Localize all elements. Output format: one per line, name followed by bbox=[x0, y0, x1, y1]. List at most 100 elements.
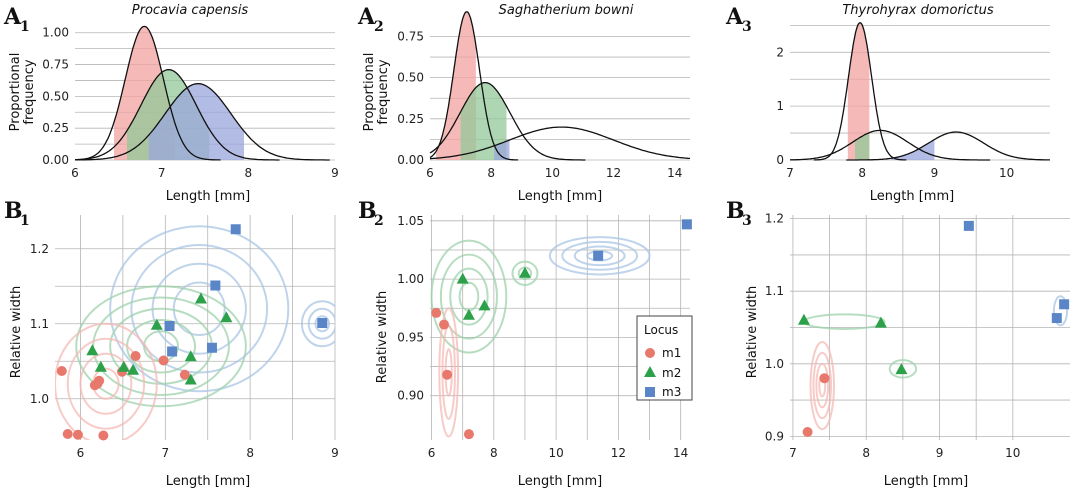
b2-ytick-label: 1.00 bbox=[397, 272, 424, 286]
panel-label-a3: A 3 bbox=[725, 4, 752, 35]
a2-xtick-label: 8 bbox=[487, 166, 495, 180]
b2-contour-m2 bbox=[430, 239, 508, 354]
b2-point-m1 bbox=[439, 319, 450, 330]
b1-point-m2 bbox=[94, 360, 107, 372]
a1-curve-m1 bbox=[75, 25, 221, 161]
b3-xtick-label: 9 bbox=[936, 446, 944, 460]
b3-point-m3 bbox=[1059, 299, 1070, 310]
b1-point-m3 bbox=[167, 346, 178, 357]
legend-label-m2: m2 bbox=[662, 366, 681, 380]
b2-point-m3 bbox=[593, 250, 604, 261]
b1-contour-m3 bbox=[172, 281, 226, 336]
b2-contour-m1 bbox=[438, 307, 460, 438]
b1-xtick-label: 8 bbox=[246, 446, 254, 460]
b1-xtick-label: 6 bbox=[77, 446, 85, 460]
a3-curve-m3 bbox=[846, 131, 1050, 161]
panel-b1-xlabel: Length [mm] bbox=[166, 474, 250, 489]
b2-contour-m3 bbox=[548, 236, 651, 276]
b3-contour-m2 bbox=[802, 313, 886, 330]
a3-xtick-label: 9 bbox=[931, 166, 939, 180]
a3-ytick-label: 2 bbox=[776, 45, 784, 59]
svg-text:A: A bbox=[3, 4, 22, 30]
panel-a1-xlabel: Length [mm] bbox=[166, 189, 250, 204]
b3-ytick-label: 1.2 bbox=[765, 212, 784, 226]
panel-a2-plot: 6 8 10 12 14 0.00 0.25 0.50 0.75 bbox=[397, 11, 691, 180]
b3-point-m2 bbox=[895, 363, 908, 375]
a1-xtick-label: 7 bbox=[158, 166, 166, 180]
b3-point-m2 bbox=[874, 316, 887, 328]
svg-text:B: B bbox=[726, 198, 745, 224]
b2-xtick-label: 6 bbox=[428, 446, 436, 460]
legend-title: Locus bbox=[644, 323, 678, 337]
svg-text:A: A bbox=[725, 4, 744, 30]
a1-ytick-label: 0.50 bbox=[42, 89, 69, 103]
b2-point-m3 bbox=[681, 219, 692, 230]
a2-curve-m1 bbox=[429, 11, 519, 161]
b3-contour-m3 bbox=[1052, 295, 1069, 327]
a3-xtick-label: 8 bbox=[858, 166, 866, 180]
b2-ytick-label: 0.90 bbox=[397, 389, 424, 403]
b2-contour-m2 bbox=[511, 260, 539, 286]
b2-point-m2 bbox=[462, 308, 475, 320]
legend-box bbox=[636, 315, 693, 401]
b2-contour-m3 bbox=[561, 240, 639, 271]
panel-label-a2: A 2 bbox=[357, 4, 384, 35]
b3-point-m1 bbox=[802, 427, 813, 438]
b1-point-m1 bbox=[62, 429, 73, 439]
a1-xtick-label: 9 bbox=[331, 166, 339, 180]
panel-b3-xlabel: Length [mm] bbox=[884, 474, 968, 489]
a1-xtick-label: 8 bbox=[245, 166, 253, 180]
a2-curve-m2 bbox=[429, 81, 586, 161]
a2-ytick-label: 0.50 bbox=[397, 71, 424, 85]
b3-point-m3 bbox=[1051, 313, 1062, 324]
b1-contour-m3 bbox=[130, 244, 269, 374]
b1-point-m1 bbox=[98, 430, 109, 441]
b1-contour-m3 bbox=[109, 225, 290, 393]
panel-b2-plot: 6 8 10 12 14 0.90 0.95 1.00 1.05 bbox=[397, 214, 692, 460]
svg-text:1: 1 bbox=[20, 213, 30, 229]
b1-contour-m1 bbox=[66, 337, 146, 430]
legend-marker-m2 bbox=[644, 366, 656, 377]
b1-point-m3 bbox=[230, 224, 241, 235]
b1-point-m3 bbox=[317, 318, 328, 328]
b2-point-m2 bbox=[478, 299, 491, 311]
panel-label-b2: B 2 bbox=[358, 198, 384, 229]
panel-a1-plot: 6 7 8 9 0.00 0.25 0.50 0.75 1.00 bbox=[42, 26, 339, 180]
a1-ytick-label: 0.25 bbox=[42, 121, 69, 135]
b1-contour-m1 bbox=[79, 352, 133, 415]
b1-point-m2 bbox=[117, 360, 130, 372]
b2-contour-m3 bbox=[573, 245, 626, 267]
b2-xtick-label: 10 bbox=[548, 446, 563, 460]
b3-ytick-label: 0.9 bbox=[765, 429, 784, 443]
a3-xtick-label: 10 bbox=[999, 166, 1014, 180]
b3-point-m1 bbox=[819, 373, 830, 384]
a1-xtick-label: 6 bbox=[71, 166, 79, 180]
a1-shade-m3 bbox=[148, 83, 244, 160]
a3-xtick-label: 7 bbox=[786, 166, 794, 180]
legend-marker-m3 bbox=[645, 387, 655, 397]
b1-contour-m3 bbox=[300, 300, 335, 348]
b2-xtick-label: 12 bbox=[611, 446, 626, 460]
svg-text:3: 3 bbox=[742, 213, 752, 229]
svg-text:A: A bbox=[357, 4, 376, 30]
b1-ytick-label: 1.0 bbox=[30, 392, 49, 406]
a1-ytick-label: 0.00 bbox=[42, 153, 69, 167]
b2-point-m1 bbox=[431, 307, 442, 318]
panel-b1-ylabel: Relative width bbox=[9, 286, 24, 378]
b1-point-m2 bbox=[184, 350, 197, 362]
a3-ytick-label: 0 bbox=[776, 153, 784, 167]
b3-contour-m1 bbox=[812, 351, 833, 420]
b1-point-m2 bbox=[220, 311, 233, 323]
panel-b1-plot: 6 7 8 9 1.0 1.1 1.2 bbox=[30, 215, 339, 460]
b1-point-m2 bbox=[86, 344, 99, 356]
legend-marker-m1 bbox=[645, 348, 655, 358]
b3-point-m2 bbox=[797, 313, 810, 325]
b1-point-m1 bbox=[94, 375, 105, 386]
a2-xtick-label: 6 bbox=[426, 166, 434, 180]
b3-point-m3 bbox=[963, 220, 974, 231]
panel-b2-ylabel: Relative width bbox=[375, 291, 390, 383]
svg-text:2: 2 bbox=[374, 19, 384, 35]
b3-contour-m1 bbox=[815, 362, 830, 409]
a3-shade-m2 bbox=[855, 132, 870, 160]
